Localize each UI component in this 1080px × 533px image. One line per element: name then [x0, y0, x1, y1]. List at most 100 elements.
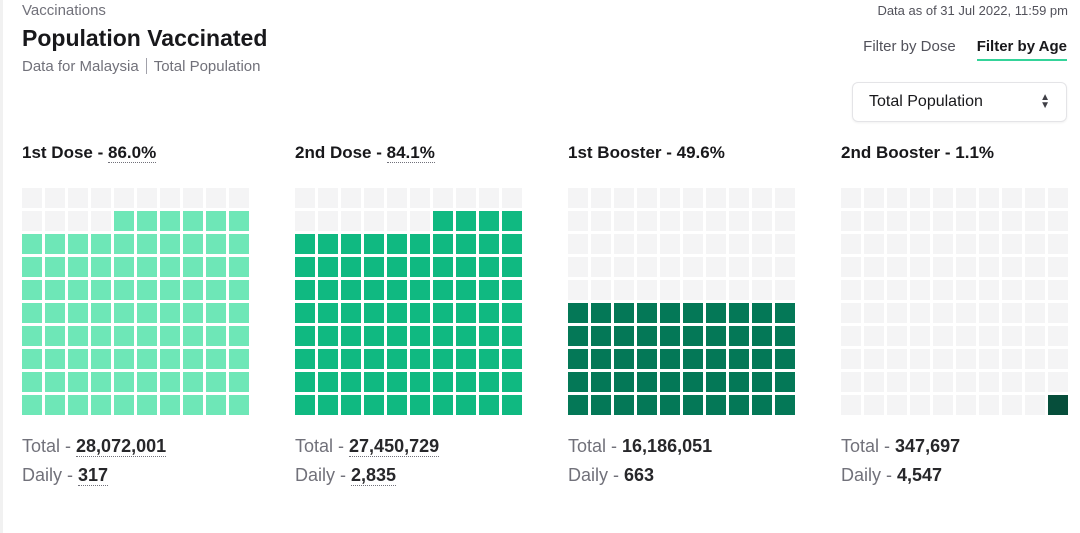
- waffle-cell-filled: [637, 303, 657, 323]
- waffle-cell-empty: [1025, 280, 1045, 300]
- population-select[interactable]: Total Population ▲ ▼: [852, 82, 1067, 122]
- waffle-cell-empty: [1002, 326, 1022, 346]
- waffle-cell-filled: [614, 326, 634, 346]
- waffle-cell-filled: [479, 257, 499, 277]
- waffle-cell-filled: [729, 303, 749, 323]
- waffle-cell-empty: [68, 211, 88, 231]
- waffle-cell-empty: [1002, 395, 1022, 415]
- waffle-cell-empty: [22, 211, 42, 231]
- breadcrumb: Vaccinations: [22, 2, 106, 19]
- waffle-cell-filled: [433, 257, 453, 277]
- waffle-cell-empty: [614, 257, 634, 277]
- waffle-cell-filled: [206, 211, 226, 231]
- waffle-cell-filled: [410, 349, 430, 369]
- waffle-cell-filled: [206, 234, 226, 254]
- waffle-cell-filled: [45, 280, 65, 300]
- waffle-cell-filled: [183, 303, 203, 323]
- waffle-cell-filled: [1048, 395, 1068, 415]
- waffle-cell-empty: [1002, 211, 1022, 231]
- waffle-cell-filled: [479, 211, 499, 231]
- waffle-cell-filled: [183, 349, 203, 369]
- waffle-cell-empty: [591, 188, 611, 208]
- waffle-cell-empty: [910, 349, 930, 369]
- waffle-cell-filled: [479, 303, 499, 323]
- waffle-cell-filled: [183, 326, 203, 346]
- waffle-cell-empty: [591, 280, 611, 300]
- waffle-cell-empty: [1048, 280, 1068, 300]
- total-value[interactable]: 28,072,001: [76, 436, 167, 457]
- tab-filter-by-dose[interactable]: Filter by Dose: [863, 38, 956, 55]
- waffle-cell-empty: [341, 211, 361, 231]
- waffle-cell-filled: [410, 280, 430, 300]
- waffle-cell-filled: [160, 349, 180, 369]
- waffle-cell-filled: [137, 257, 157, 277]
- page-subtitle: Data for Malaysia Total Population: [22, 58, 260, 75]
- dose-percent[interactable]: 86.0%: [107, 143, 157, 163]
- waffle-cell-filled: [22, 303, 42, 323]
- waffle-cell-filled: [137, 326, 157, 346]
- waffle-cell-filled: [114, 326, 134, 346]
- waffle-cell-filled: [229, 349, 249, 369]
- waffle-cell-filled: [637, 372, 657, 392]
- waffle-cell-filled: [45, 395, 65, 415]
- waffle-cell-empty: [841, 372, 861, 392]
- waffle-cell-empty: [1048, 349, 1068, 369]
- waffle-cell-filled: [456, 303, 476, 323]
- waffle-cell-empty: [1025, 234, 1045, 254]
- waffle-cell-filled: [183, 234, 203, 254]
- waffle-cell-filled: [502, 234, 522, 254]
- waffle-cell-empty: [660, 188, 680, 208]
- daily-value[interactable]: 317: [78, 465, 109, 486]
- waffle-cell-filled: [364, 349, 384, 369]
- daily-value[interactable]: 2,835: [351, 465, 397, 486]
- waffle-cell-filled: [775, 326, 795, 346]
- daily-value: 4,547: [897, 465, 943, 485]
- waffle-cell-empty: [979, 349, 999, 369]
- waffle-cell-empty: [887, 349, 907, 369]
- waffle-cell-empty: [229, 188, 249, 208]
- waffle-cell-empty: [841, 349, 861, 369]
- waffle-cell-filled: [683, 372, 703, 392]
- waffle-cell-empty: [1025, 188, 1045, 208]
- total-label: Total: [841, 436, 880, 456]
- waffle-cell-filled: [229, 211, 249, 231]
- waffle-cell-empty: [591, 234, 611, 254]
- waffle-cell-filled: [729, 326, 749, 346]
- waffle-cell-empty: [775, 280, 795, 300]
- daily-label: Daily: [22, 465, 63, 485]
- waffle-cell-empty: [729, 280, 749, 300]
- waffle-cell-empty: [864, 372, 884, 392]
- waffle-cell-filled: [22, 257, 42, 277]
- waffle-cell-filled: [683, 303, 703, 323]
- waffle-cell-empty: [956, 211, 976, 231]
- waffle-cell-filled: [229, 326, 249, 346]
- waffle-cell-filled: [752, 303, 772, 323]
- waffle-cell-filled: [752, 349, 772, 369]
- waffle-cell-filled: [660, 303, 680, 323]
- waffle-cell-empty: [979, 188, 999, 208]
- total-value[interactable]: 27,450,729: [349, 436, 440, 457]
- waffle-cell-filled: [433, 280, 453, 300]
- waffle-cell-filled: [591, 395, 611, 415]
- tab-filter-by-age[interactable]: Filter by Age: [976, 38, 1067, 61]
- waffle-cell-filled: [341, 257, 361, 277]
- waffle-cell-filled: [387, 349, 407, 369]
- waffle-cell-filled: [456, 257, 476, 277]
- waffle-cell-empty: [433, 188, 453, 208]
- waffle-cell-filled: [410, 395, 430, 415]
- waffle-cell-filled: [229, 234, 249, 254]
- daily-stat: Daily - 317: [22, 465, 109, 486]
- dose-percent[interactable]: 84.1%: [386, 143, 435, 163]
- waffle-cell-filled: [660, 395, 680, 415]
- dose-card-1st-booster: 1st Booster - 49.6% Total - 16,186,051 D…: [568, 143, 798, 494]
- waffle-cell-empty: [841, 303, 861, 323]
- waffle-cell-filled: [341, 372, 361, 392]
- waffle-cell-empty: [706, 211, 726, 231]
- page-title: Population Vaccinated: [22, 25, 268, 51]
- waffle-cell-empty: [1002, 303, 1022, 323]
- waffle-cell-filled: [502, 211, 522, 231]
- waffle-cell-filled: [206, 372, 226, 392]
- waffle-cell-filled: [183, 395, 203, 415]
- waffle-cell-empty: [1048, 326, 1068, 346]
- waffle-cell-empty: [933, 349, 953, 369]
